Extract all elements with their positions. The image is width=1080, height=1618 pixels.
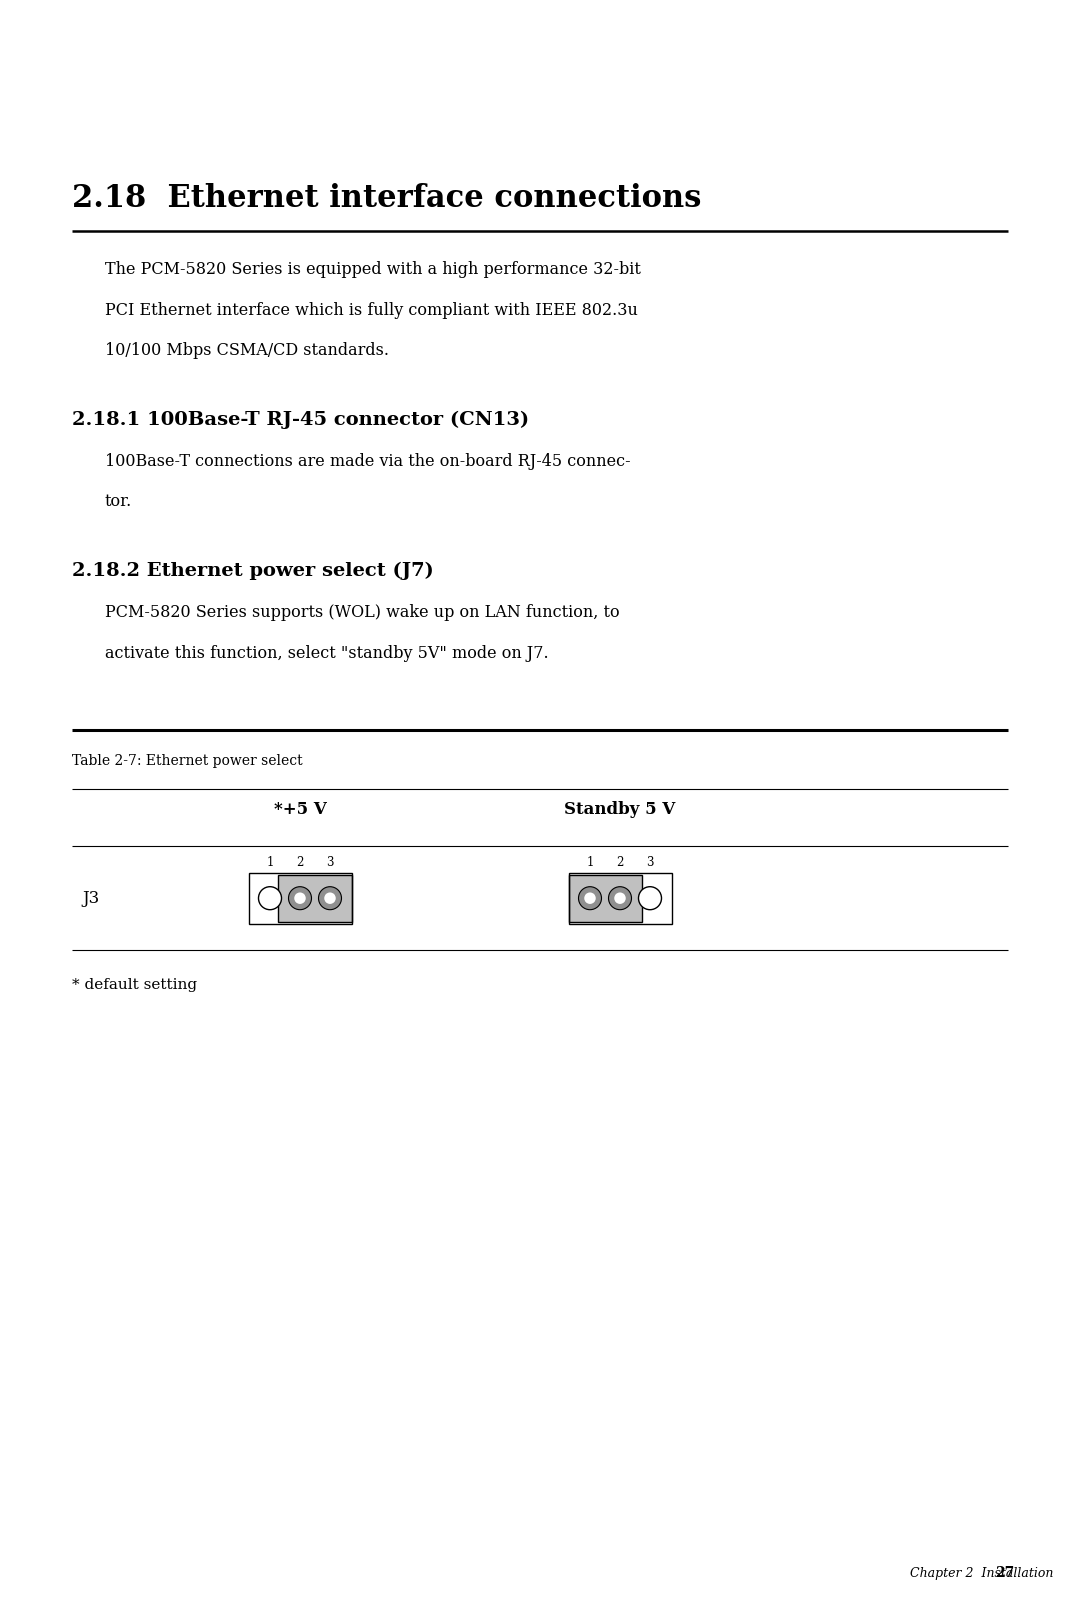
Text: 2.18.2 Ethernet power select (J7): 2.18.2 Ethernet power select (J7) bbox=[72, 561, 434, 581]
Text: *+5 V: *+5 V bbox=[273, 801, 326, 819]
Text: 2: 2 bbox=[296, 856, 303, 869]
Text: Chapter 2  Installation: Chapter 2 Installation bbox=[910, 1566, 1053, 1581]
Text: 2.18  Ethernet interface connections: 2.18 Ethernet interface connections bbox=[72, 183, 701, 214]
Text: Standby 5 V: Standby 5 V bbox=[565, 801, 676, 819]
Circle shape bbox=[608, 887, 632, 909]
Circle shape bbox=[638, 887, 661, 909]
Text: 27: 27 bbox=[995, 1566, 1014, 1581]
Text: 3: 3 bbox=[646, 856, 653, 869]
Text: activate this function, select "standby 5V" mode on J7.: activate this function, select "standby … bbox=[105, 644, 549, 662]
Bar bbox=[568, 872, 672, 924]
Circle shape bbox=[319, 887, 341, 909]
Circle shape bbox=[615, 893, 625, 904]
Text: Table 2-7: Ethernet power select: Table 2-7: Ethernet power select bbox=[72, 754, 302, 769]
Circle shape bbox=[294, 893, 306, 904]
Text: The PCM-5820 Series is equipped with a high performance 32-bit: The PCM-5820 Series is equipped with a h… bbox=[105, 260, 640, 278]
Text: 3: 3 bbox=[326, 856, 334, 869]
Text: 1: 1 bbox=[586, 856, 594, 869]
Bar bbox=[248, 872, 351, 924]
Text: 1: 1 bbox=[267, 856, 273, 869]
Text: 100Base-T connections are made via the on-board RJ-45 connec-: 100Base-T connections are made via the o… bbox=[105, 453, 631, 469]
Circle shape bbox=[324, 893, 336, 904]
Text: PCI Ethernet interface which is fully compliant with IEEE 802.3u: PCI Ethernet interface which is fully co… bbox=[105, 301, 638, 319]
Bar bbox=[279, 875, 351, 922]
Circle shape bbox=[579, 887, 602, 909]
Text: 2: 2 bbox=[617, 856, 623, 869]
Text: tor.: tor. bbox=[105, 493, 132, 510]
Text: 2.18.1 100Base-T RJ-45 connector (CN13): 2.18.1 100Base-T RJ-45 connector (CN13) bbox=[72, 411, 529, 429]
Circle shape bbox=[288, 887, 311, 909]
Bar bbox=[568, 875, 642, 922]
Text: 10/100 Mbps CSMA/CD standards.: 10/100 Mbps CSMA/CD standards. bbox=[105, 341, 389, 359]
Circle shape bbox=[584, 893, 596, 904]
Circle shape bbox=[258, 887, 282, 909]
Text: J3: J3 bbox=[82, 890, 99, 906]
Text: PCM-5820 Series supports (WOL) wake up on LAN function, to: PCM-5820 Series supports (WOL) wake up o… bbox=[105, 604, 620, 621]
Text: * default setting: * default setting bbox=[72, 979, 198, 992]
